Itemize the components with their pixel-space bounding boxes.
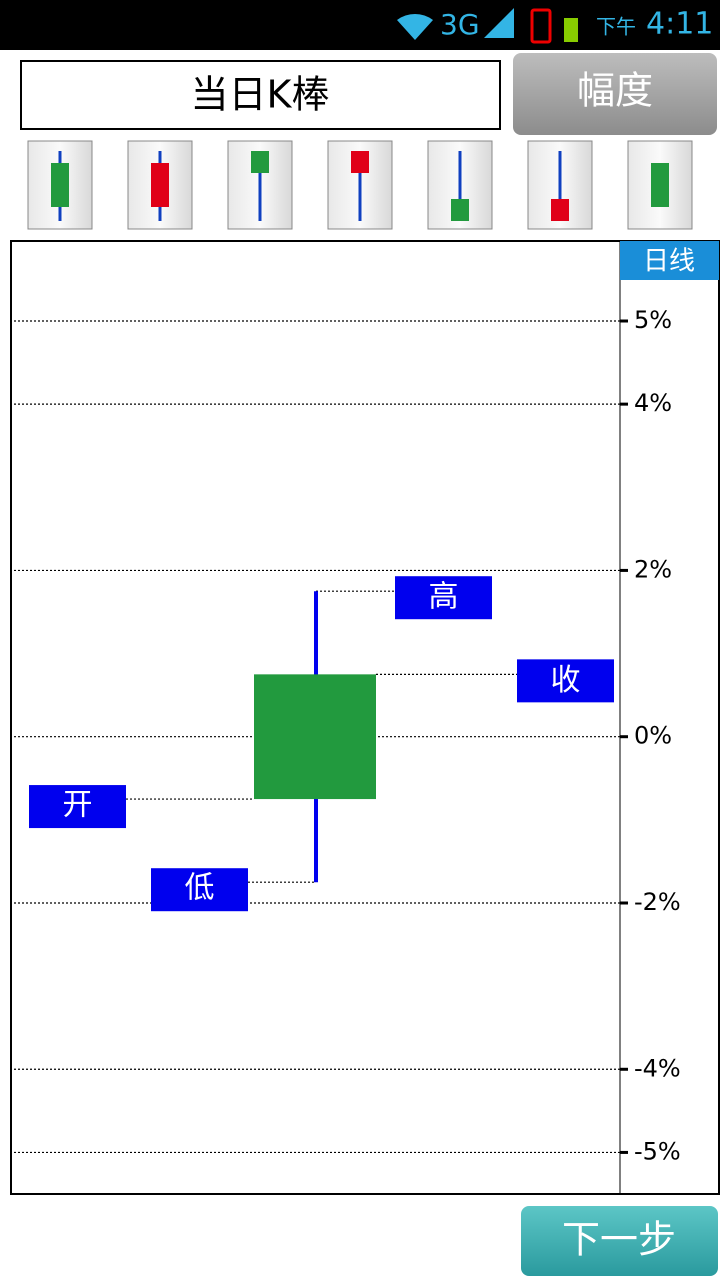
value-label: 低	[185, 871, 215, 906]
wifi-icon	[397, 13, 433, 40]
period-tab[interactable]	[620, 241, 719, 280]
title: 当日K棒	[191, 73, 330, 117]
range-button[interactable]	[513, 53, 717, 135]
signal-icon	[484, 8, 514, 38]
value-label: 高	[429, 580, 459, 615]
candle-icon[interactable]	[227, 140, 293, 230]
value-label-box	[29, 785, 126, 829]
value-label-box	[517, 659, 614, 703]
candle-icon[interactable]	[527, 140, 593, 230]
value-label: 收	[551, 663, 581, 698]
battery-icon	[530, 8, 552, 44]
icon-row	[27, 140, 693, 230]
y-tick-label: 2%	[634, 555, 672, 583]
y-tick-label: 5%	[634, 306, 672, 334]
network-type: 3G	[440, 8, 480, 41]
candle-icon[interactable]	[327, 140, 393, 230]
clock: 4:11	[646, 7, 713, 42]
next-button-label[interactable]: 下一步	[562, 1218, 676, 1262]
status-bar	[0, 0, 720, 50]
candle-icon[interactable]	[27, 140, 93, 230]
candle-icon[interactable]	[127, 140, 193, 230]
y-tick-label: 0%	[634, 722, 672, 750]
title-box	[20, 60, 501, 130]
candle-icon[interactable]	[427, 140, 493, 230]
next-button[interactable]	[521, 1206, 718, 1276]
period-label[interactable]: 日线	[643, 247, 695, 277]
y-tick-label: 4%	[634, 389, 672, 417]
candle-body	[254, 674, 376, 800]
clock-period: 下午	[596, 15, 636, 39]
y-tick-label: -5%	[634, 1137, 681, 1165]
range-button-label[interactable]: 幅度	[577, 69, 653, 113]
y-tick-label: -4%	[634, 1054, 681, 1082]
value-label: 开	[63, 788, 93, 823]
value-label-box	[395, 576, 492, 620]
value-label-box	[151, 868, 248, 912]
candle-icon[interactable]	[627, 140, 693, 230]
y-tick-label: -2%	[634, 888, 681, 916]
battery-icon-2	[564, 18, 578, 42]
